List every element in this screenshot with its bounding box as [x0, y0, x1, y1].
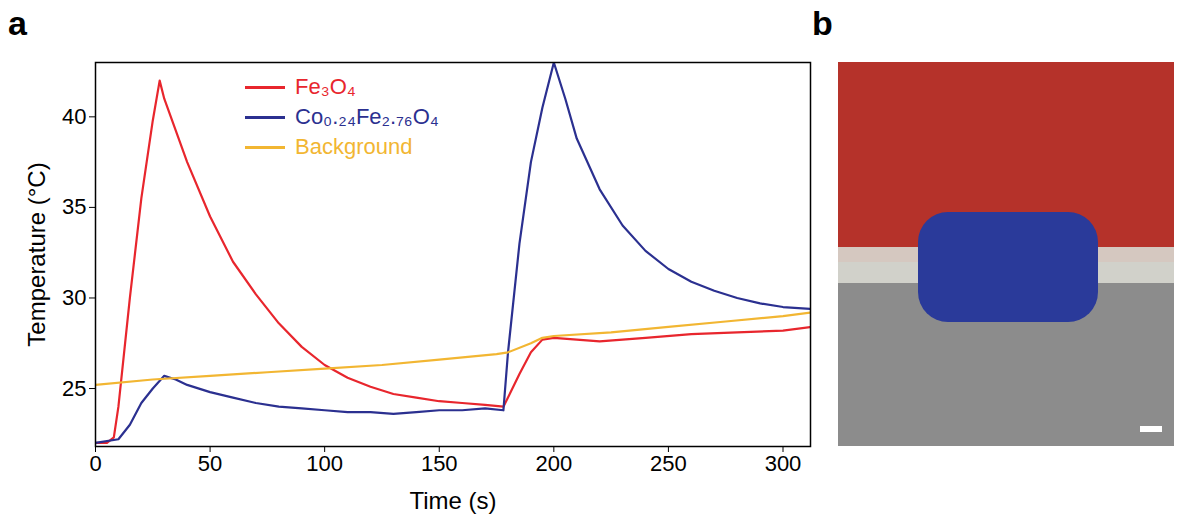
- svg-text:300: 300: [765, 451, 802, 476]
- svg-text:40: 40: [62, 104, 86, 129]
- html-text:b: b: [812, 4, 833, 42]
- svg-text:50: 50: [198, 451, 222, 476]
- svg-text:Time (s): Time (s): [409, 487, 496, 514]
- svg-text:Temperature (°C): Temperature (°C): [23, 162, 50, 346]
- svg-text:0: 0: [89, 451, 101, 476]
- html-text:Co₀.₂₄Fe₂.₇₆O₄: Co₀.₂₄Fe₂.₇₆O₄: [295, 104, 439, 129]
- html-text:a: a: [8, 4, 27, 42]
- svg-text:35: 35: [62, 194, 86, 219]
- svg-text:30: 30: [62, 285, 86, 310]
- html-text:Background: Background: [295, 134, 413, 159]
- svg-text:150: 150: [421, 451, 458, 476]
- svg-text:100: 100: [306, 451, 343, 476]
- svg-text:25: 25: [62, 376, 86, 401]
- svg-text:250: 250: [650, 451, 687, 476]
- html-text:Fe₃O₄: Fe₃O₄: [295, 74, 356, 99]
- svg-text:200: 200: [535, 451, 572, 476]
